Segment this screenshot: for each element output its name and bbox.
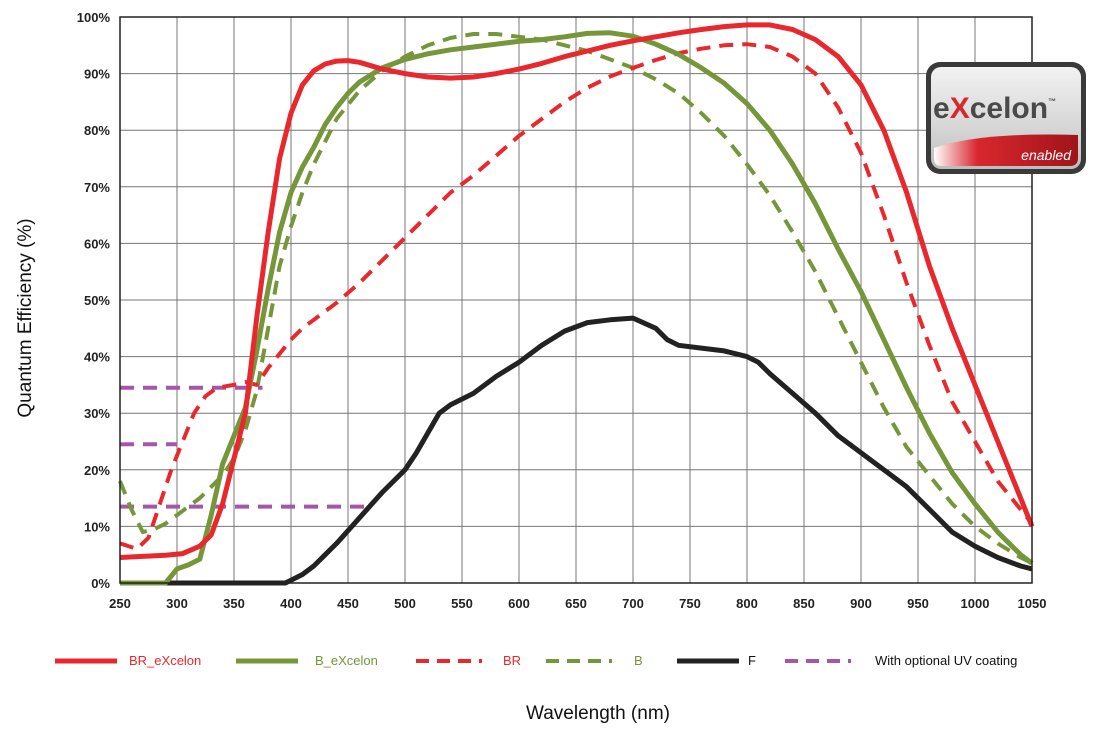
x-tick-label: 800 — [736, 596, 758, 611]
legend-label-br-excelon: BR_eXcelon — [129, 653, 201, 668]
plot-frame — [119, 16, 1033, 584]
x-tick-label: 1050 — [1018, 596, 1047, 611]
series-line-br-excelon — [119, 22, 1035, 560]
y-tick-label: 60% — [84, 236, 110, 251]
y-tick-labels: 0% 10% 20% 30% 40% 50% 60% 70% 80% 90% 100% — [77, 10, 111, 591]
legend-label-with-optional-uv-coating: With optional UV coating — [875, 653, 1017, 668]
y-tick-label: 70% — [84, 180, 110, 195]
x-tick-label: 550 — [451, 596, 473, 611]
series-line-b-excelon — [120, 30, 1034, 586]
x-axis-title: Wavelength (nm) — [526, 703, 670, 724]
legend-label-br: BR — [503, 653, 521, 668]
x-tick-label: 500 — [394, 596, 416, 611]
legend-label-b: B — [634, 653, 643, 668]
y-tick-label: 90% — [84, 67, 110, 82]
excelon-enabled-logo: eXcelon™ enabled — [926, 62, 1086, 174]
y-axis-title: Quantum Efficiency (%) — [15, 218, 36, 417]
logo-wordmark: eXcelon™ — [933, 92, 1056, 125]
y-tick-label: 80% — [84, 123, 110, 138]
legend-label-b-excelon: B_eXcelon — [315, 653, 378, 668]
x-tick-label: 700 — [622, 596, 644, 611]
x-tick-label: 600 — [508, 596, 530, 611]
x-tick-label: 400 — [280, 596, 302, 611]
logo-enabled-label: enabled — [1021, 147, 1072, 163]
y-tick-label: 0% — [91, 576, 110, 591]
series-line-b — [118, 32, 1033, 565]
y-tick-label: 30% — [84, 406, 110, 421]
x-tick-label: 900 — [850, 596, 872, 611]
x-tick-label: 950 — [907, 596, 929, 611]
series-line-br — [119, 42, 1034, 551]
y-tick-label: 40% — [84, 350, 110, 365]
y-tick-label: 100% — [77, 10, 111, 25]
x-tick-label: 750 — [679, 596, 701, 611]
series-layer — [118, 22, 1035, 586]
y-tick-label: 50% — [84, 293, 110, 308]
x-tick-label: 250 — [109, 596, 131, 611]
x-tick-labels: 250 300 350 400 450 500 550 600 650 700 750 800 850 9… — [109, 596, 1046, 611]
x-tick-label: 850 — [793, 596, 815, 611]
x-tick-label: 450 — [337, 596, 359, 611]
x-tick-label: 650 — [565, 596, 587, 611]
y-tick-label: 20% — [84, 463, 110, 478]
x-tick-label: 1000 — [961, 596, 990, 611]
y-tick-label: 10% — [84, 519, 110, 534]
series-line-f — [120, 315, 1033, 586]
x-tick-label: 350 — [223, 596, 245, 611]
legend-label-f: F — [748, 653, 756, 668]
legend: BR_eXcelon B_eXcelon BR B F With optional UV … — [55, 653, 1017, 668]
x-tick-label: 300 — [166, 596, 188, 611]
